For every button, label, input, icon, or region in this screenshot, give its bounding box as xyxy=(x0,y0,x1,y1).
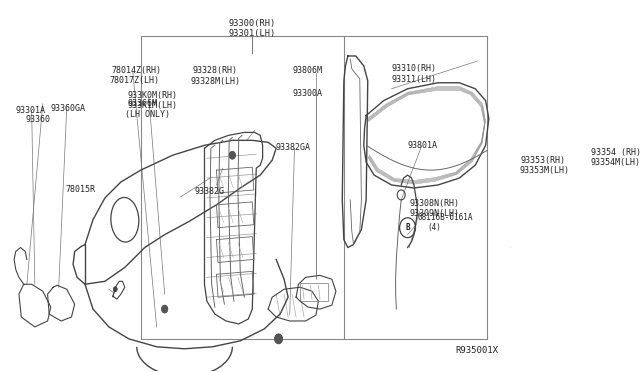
Text: 93310(RH): 93310(RH) xyxy=(392,64,436,73)
Text: 93301(LH): 93301(LH) xyxy=(228,29,276,38)
Text: R935001X: R935001X xyxy=(456,346,499,355)
Text: 93311(LH): 93311(LH) xyxy=(392,75,436,84)
Text: (LH ONLY): (LH ONLY) xyxy=(125,110,170,119)
Text: 93382G: 93382G xyxy=(195,187,225,196)
Text: 93353(RH): 93353(RH) xyxy=(521,156,566,165)
Text: 93360GA: 93360GA xyxy=(51,104,86,113)
Text: 93328(RH): 93328(RH) xyxy=(193,66,237,76)
Circle shape xyxy=(275,334,282,344)
Circle shape xyxy=(595,308,600,314)
Text: 93308N(RH): 93308N(RH) xyxy=(409,199,459,208)
Text: 08116B-6161A: 08116B-6161A xyxy=(417,213,472,222)
Text: (4): (4) xyxy=(428,223,442,232)
Text: 78014Z(RH): 78014Z(RH) xyxy=(111,66,161,76)
Text: 93354M(LH): 93354M(LH) xyxy=(591,158,640,167)
Text: 78015R: 78015R xyxy=(65,186,95,195)
Text: 93328M(LH): 93328M(LH) xyxy=(190,77,240,86)
Text: 93382GA: 93382GA xyxy=(275,143,310,152)
Text: 93300(RH): 93300(RH) xyxy=(228,19,276,28)
Circle shape xyxy=(229,151,236,159)
Text: B: B xyxy=(405,223,410,232)
Text: 93366M: 93366M xyxy=(127,99,157,108)
Text: 93801A: 93801A xyxy=(408,141,438,150)
Circle shape xyxy=(113,287,117,292)
Text: 93300A: 93300A xyxy=(293,89,323,98)
Text: 933K0M(RH): 933K0M(RH) xyxy=(127,91,177,100)
Text: 93309N(LH): 93309N(LH) xyxy=(409,209,459,218)
Text: 93353M(LH): 93353M(LH) xyxy=(519,166,569,174)
Text: 93301A: 93301A xyxy=(16,106,45,115)
Text: 93360: 93360 xyxy=(26,115,51,124)
Text: 93354 (RH): 93354 (RH) xyxy=(591,148,640,157)
Text: 933K1M(LH): 933K1M(LH) xyxy=(127,101,177,110)
Circle shape xyxy=(161,305,168,313)
Text: 93806M: 93806M xyxy=(293,66,323,76)
Text: 78017Z(LH): 78017Z(LH) xyxy=(109,76,160,85)
